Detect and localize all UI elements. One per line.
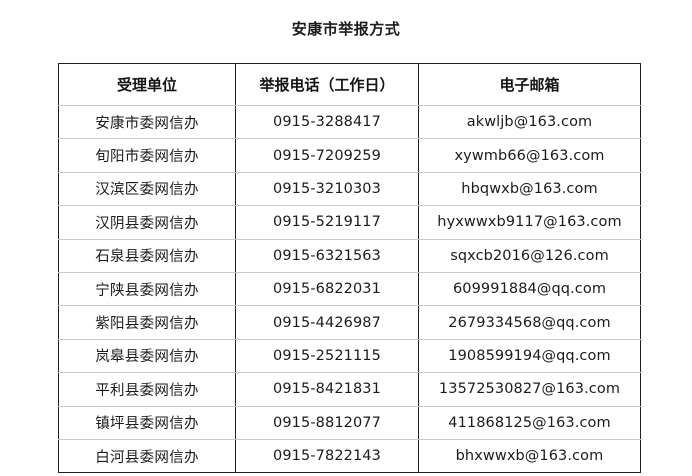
cell-unit: 安康市委网信办 [58,105,236,140]
cell-phone: 0915-7209259 [235,138,419,173]
report-table-container: 受理单位 举报电话（工作日） 电子邮箱 安康市委网信办 0915-3288417 a… [58,63,641,474]
cell-unit: 旬阳市委网信办 [58,138,236,173]
table-row: 石泉县委网信办 0915-6321563 sqxcb2016@126.com [58,239,641,273]
cell-phone: 0915-6822031 [235,272,419,307]
table-header: 受理单位 举报电话（工作日） 电子邮箱 [58,63,641,106]
cell-unit: 平利县委网信办 [58,372,236,407]
cell-email: akwljb@163.com [418,105,641,140]
cell-email: sqxcb2016@126.com [418,239,641,273]
table-row: 白河县委网信办 0915-7822143 bhxwwxb@163.com [58,439,641,473]
cell-email: 2679334568@qq.com [418,305,641,340]
cell-email: bhxwwxb@163.com [455,448,604,465]
table-row: 汉滨区委网信办 0915-3210303 hbqwxb@163.com [58,172,641,207]
cell-email: 13572530827@163.com [418,372,641,407]
cell-unit: 岚皋县委网信办 [58,339,236,374]
page-title: 安康市举报方式 [291,20,401,38]
cell-phone: 0915-5219117 [235,205,419,240]
cell-phone: 0915-8421831 [235,372,419,407]
cell-unit: 汉滨区委网信办 [58,172,236,207]
cell-unit: 宁陕县委网信办 [58,272,236,307]
cell-phone: 0915-3210303 [235,172,419,207]
column-header-email: 电子邮箱 [418,63,641,106]
cell-phone: 0915-7822143 [235,439,419,473]
table-row: 宁陕县委网信办 0915-6822031 609991884@qq.com [58,272,641,307]
cell-phone: 0915-2521115 [235,339,419,374]
table-row: 安康市委网信办 0915-3288417 akwljb@163.com [58,105,641,140]
cell-email: 1908599194@qq.com [418,339,641,374]
report-methods-table: 受理单位 举报电话（工作日） 电子邮箱 安康市委网信办 0915-3288417 a… [58,63,641,474]
cell-unit: 白河县委网信办 [58,439,236,473]
cell-phone: 0915-4426987 [235,305,419,340]
table-row: 平利县委网信办 0915-8421831 13572530827@163.com [58,372,641,407]
table-body: 安康市委网信办 0915-3288417 akwljb@163.com 旬阳市委网信办… [58,105,641,473]
column-header-phone: 举报电话（工作日） [235,63,419,106]
column-header-unit: 受理单位 [58,63,236,106]
table-row: 旬阳市委网信办 0915-7209259 xywmb66@163.com [58,138,641,173]
table-row: 紫阳县委网信办 0915-4426987 2679334568@qq.com [58,305,641,340]
cell-email: hbqwxb@163.com [418,172,641,207]
cell-email: hyxwwxb9117@163.com [418,205,641,240]
cell-email: xywmb66@163.com [418,138,641,173]
cell-unit: 石泉县委网信办 [58,239,236,273]
cell-phone: 0915-6321563 [235,239,419,273]
cell-phone: 0915-8812077 [235,406,419,440]
table-row: 镇坪县委网信办 0915-8812077 411868125@163.com [58,406,641,440]
cell-unit: 汉阴县委网信办 [58,205,236,240]
cell-unit: 紫阳县委网信办 [58,305,236,340]
table-header-row: 受理单位 举报电话（工作日） 电子邮箱 [58,63,641,106]
cell-email: 411868125@163.com [418,406,641,440]
cell-unit: 镇坪县委网信办 [58,406,236,440]
table-row: 汉阴县委网信办 0915-5219117 hyxwwxb9117@163.com [58,205,641,240]
cell-phone: 0915-3288417 [235,105,419,140]
cell-email: 609991884@qq.com [418,272,641,307]
table-row: 岚皋县委网信办 0915-2521115 1908599194@qq.com [58,339,641,374]
